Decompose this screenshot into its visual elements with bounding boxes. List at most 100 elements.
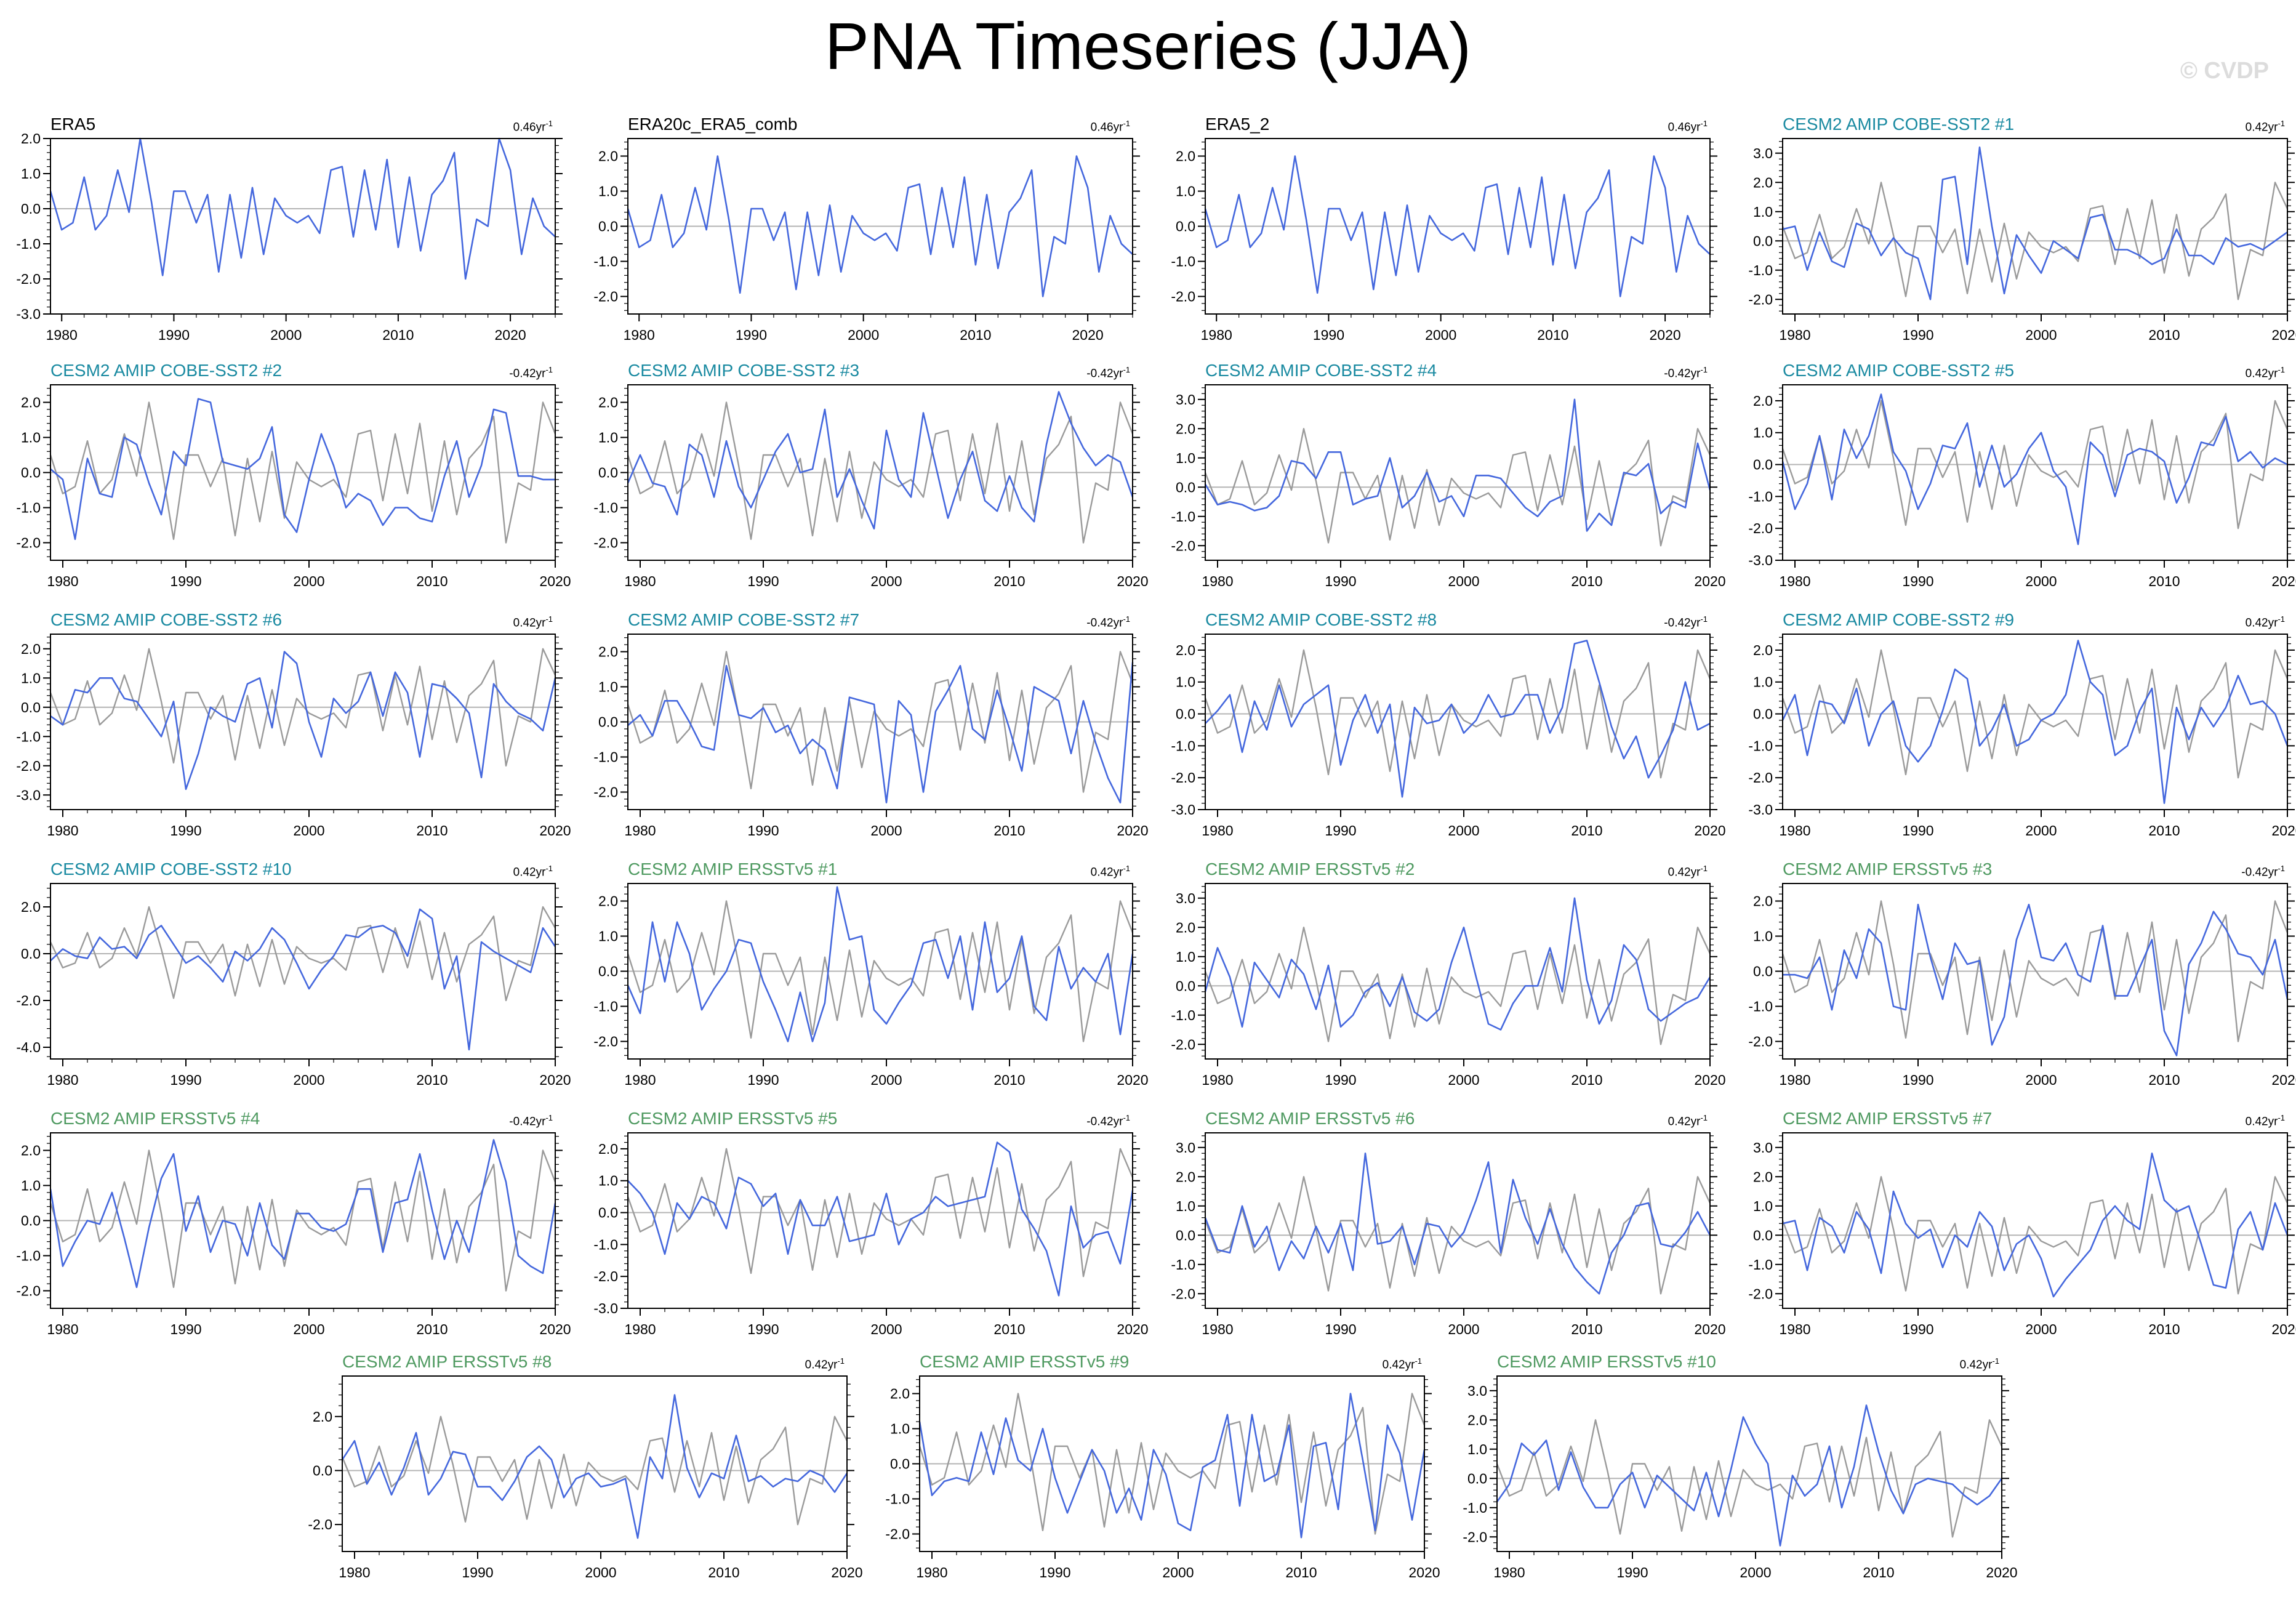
x-tick-label: 1990 <box>1902 1321 1933 1337</box>
x-tick-label: 2000 <box>870 823 902 839</box>
trend-exponent: -1 <box>1123 1113 1130 1122</box>
line-chart: 2.0 1.0 0.0 -1.0 -2.0 1980 1990 2000 2010 2020 <box>16 384 571 589</box>
y-tick-label: -2.0 <box>1748 1034 1773 1050</box>
x-tick-label: 1990 <box>1325 1321 1356 1337</box>
panel-title: CESM2 AMIP COBE-SST2 #3 <box>628 361 860 380</box>
y-tick-label: -1.0 <box>1748 738 1773 754</box>
trend-value: 0.42yr <box>1668 1115 1701 1129</box>
y-tick-label: -2.0 <box>1748 520 1773 536</box>
plot-frame <box>1496 1375 2002 1552</box>
trend-exponent: -1 <box>545 119 553 128</box>
y-tick-label: 2.0 <box>1753 1169 1773 1185</box>
y-tick-label: -4.0 <box>16 1039 41 1055</box>
y-tick-label: 0.0 <box>1176 978 1195 994</box>
trend-value: -0.42yr <box>509 367 546 380</box>
trend-value: 0.42yr <box>2245 616 2278 630</box>
x-tick-label: 2010 <box>2148 1072 2180 1088</box>
trend-label: 0.42yr-1 <box>1668 861 1708 880</box>
x-tick-label: 2010 <box>993 573 1025 589</box>
trend-label: 0.42yr-1 <box>1960 1354 1999 1372</box>
x-tick-label: 2020 <box>1408 1564 1440 1580</box>
y-tick-label: 2.0 <box>1467 1412 1487 1428</box>
y-tick-label: -1.0 <box>1171 738 1195 754</box>
observed-series-line <box>341 1415 848 1526</box>
panel-title: CESM2 AMIP ERSSTv5 #6 <box>1205 1109 1415 1128</box>
y-tick-label: 1.0 <box>1176 674 1195 690</box>
x-tick-label: 2020 <box>1694 573 1725 589</box>
x-tick-label: 2000 <box>293 823 324 839</box>
model-series-line <box>627 1141 1134 1297</box>
plot-frame <box>50 634 556 810</box>
x-tick-label: 2020 <box>1117 1072 1148 1088</box>
trend-value: 0.42yr <box>1090 866 1123 879</box>
x-tick-label: 2010 <box>960 327 991 343</box>
y-tick-label: 2.0 <box>1753 393 1773 409</box>
x-tick-label: 2020 <box>495 327 526 343</box>
panel-title: CESM2 AMIP COBE-SST2 #9 <box>1783 610 2015 629</box>
x-tick-label: 1980 <box>624 1072 656 1088</box>
y-tick-label: 0.0 <box>21 946 41 962</box>
trend-value: 0.46yr <box>1668 121 1701 134</box>
x-tick-label: 2000 <box>1448 573 1479 589</box>
model-series-line <box>1204 1153 1711 1295</box>
y-tick-label: 0.0 <box>21 699 41 715</box>
line-chart: 2.0 1.0 0.0 -1.0 -2.0 1980 1990 2000 2010 2020 <box>593 138 1140 343</box>
trend-label: -0.42yr-1 <box>2241 861 2285 880</box>
y-tick-label: 0.0 <box>1753 1227 1773 1243</box>
model-series-line <box>1204 897 1711 1031</box>
line-chart: 2.0 1.0 0.0 -1.0 -2.0 -3.0 1980 1990 2000 2010 202… <box>16 131 563 343</box>
model-series-line <box>49 1139 556 1289</box>
y-tick-label: 2.0 <box>21 131 41 147</box>
trend-value: 0.42yr <box>1382 1358 1415 1372</box>
x-tick-label: 2010 <box>2148 573 2180 589</box>
x-tick-label: 1980 <box>916 1564 947 1580</box>
y-tick-label: 0.0 <box>1753 706 1773 722</box>
y-tick-label: 0.0 <box>1176 479 1195 495</box>
y-tick-label: -3.0 <box>1171 802 1195 818</box>
x-tick-label: 2000 <box>2025 573 2057 589</box>
y-tick-label: -3.0 <box>16 787 41 803</box>
trend-label: 0.46yr-1 <box>513 116 553 135</box>
line-chart: 2.0 1.0 0.0 -1.0 -2.0 -3.0 1980 1990 2000 2010 202… <box>16 634 571 839</box>
line-chart: 2.0 1.0 0.0 -1.0 -2.0 1980 1990 2000 2010 2020 <box>593 384 1149 589</box>
x-tick-label: 2000 <box>2025 823 2057 839</box>
y-tick-label: 2.0 <box>1753 893 1773 909</box>
y-tick-label: 0.0 <box>313 1462 332 1478</box>
x-tick-label: 1980 <box>1779 1072 1810 1088</box>
y-tick-label: -2.0 <box>593 784 618 800</box>
x-tick-label: 2020 <box>2271 573 2296 589</box>
model-series-line <box>1783 903 2289 1057</box>
x-tick-label: 2020 <box>1072 327 1104 343</box>
y-tick-label: -2.0 <box>885 1526 910 1542</box>
plot-frame <box>1205 384 1711 561</box>
chart-panel: ERA20c_ERA5_comb 0.46yr-1 2.0 1.0 0.0 -1.0 -2.… <box>593 114 1140 348</box>
x-tick-label: 2000 <box>870 573 902 589</box>
y-tick-label: 1.0 <box>1176 183 1195 199</box>
trend-value: -0.42yr <box>1086 367 1123 380</box>
panel-title: CESM2 AMIP COBE-SST2 #5 <box>1783 361 2015 380</box>
line-chart: 2.0 1.0 0.0 -1.0 -2.0 -3.0 1980 1990 2000 2010 202… <box>1171 634 1726 839</box>
trend-value: 0.42yr <box>513 616 546 630</box>
observed-series-line <box>627 900 1134 1042</box>
y-tick-label: 0.0 <box>1753 457 1773 473</box>
x-tick-label: 1980 <box>339 1564 370 1580</box>
y-tick-label: 2.0 <box>313 1409 332 1425</box>
x-tick-label: 2010 <box>416 823 448 839</box>
y-tick-label: 1.0 <box>21 670 41 686</box>
x-tick-label: 1980 <box>47 823 78 839</box>
y-tick-label: 3.0 <box>1176 392 1195 408</box>
trend-exponent: -1 <box>2278 864 2285 873</box>
y-tick-label: -2.0 <box>1748 1286 1773 1302</box>
y-tick-label: 1.0 <box>1753 204 1773 220</box>
x-tick-label: 2000 <box>1740 1564 1771 1580</box>
chart-panel: CESM2 AMIP COBE-SST2 #7 -0.42yr-1 2.0 1.0 0.… <box>593 610 1148 843</box>
trend-label: 0.42yr-1 <box>2246 1111 2285 1129</box>
y-tick-label: 2.0 <box>598 148 618 164</box>
observed-series-line <box>1781 1176 2289 1295</box>
y-tick-label: 0.0 <box>1176 706 1195 722</box>
y-tick-label: 1.0 <box>21 430 41 446</box>
trend-value: 0.42yr <box>2245 121 2278 134</box>
x-tick-label: 2010 <box>708 1564 739 1580</box>
line-chart: 3.0 2.0 1.0 0.0 -1.0 -2.0 1980 1990 2000 2010 2020 <box>1171 384 1726 589</box>
y-tick-label: -2.0 <box>593 1268 618 1284</box>
